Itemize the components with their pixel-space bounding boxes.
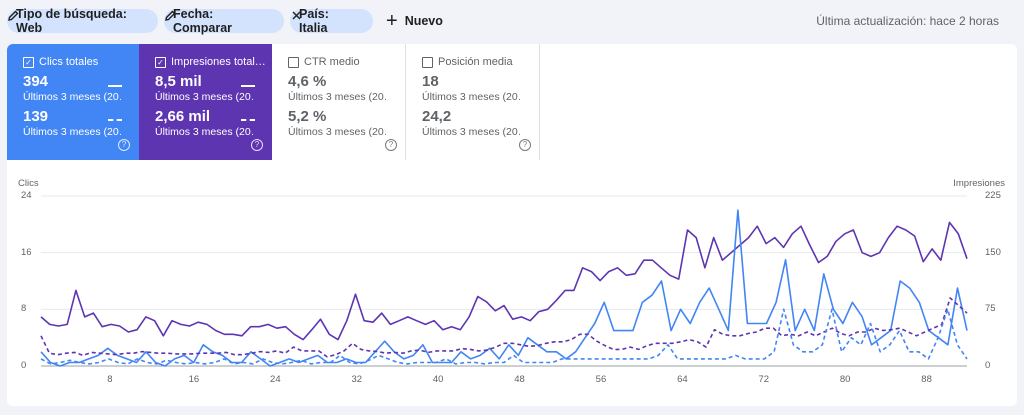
x-tick: 40 bbox=[432, 374, 444, 385]
metric-label: CTR medio bbox=[304, 56, 360, 68]
x-tick: 72 bbox=[758, 374, 770, 385]
metric-period-previous: Últimos 3 meses (20… bbox=[288, 126, 386, 138]
filter-chip-label: Fecha: Comparar bbox=[173, 7, 233, 35]
dashed-line-legend-icon bbox=[108, 119, 122, 121]
filter-chip-label: País: Italia bbox=[299, 7, 329, 35]
dashed-line-legend-icon bbox=[241, 119, 255, 121]
metric-value-previous: 139 bbox=[23, 108, 49, 125]
checkbox-icon[interactable]: ✓ bbox=[23, 56, 34, 68]
x-tick: 24 bbox=[270, 374, 281, 385]
y-tick-right: 150 bbox=[985, 246, 1001, 258]
y-axis-right-label: Impresiones bbox=[953, 178, 1005, 189]
metric-value-current: 8,5 mil bbox=[155, 73, 202, 90]
metric-value-previous: 2,66 mil bbox=[155, 108, 211, 125]
metric-period-current: Últimos 3 meses (20… bbox=[288, 91, 386, 103]
performance-chart[interactable] bbox=[7, 44, 1017, 406]
last-updated-text: Última actualización: hace 2 horas bbox=[816, 14, 999, 28]
help-icon[interactable]: ? bbox=[118, 139, 130, 151]
metric-period-previous: Últimos 3 meses (20… bbox=[422, 126, 520, 138]
new-filter-button[interactable]: + Nuevo bbox=[386, 9, 443, 33]
x-tick: 88 bbox=[921, 374, 932, 385]
solid-line-legend-icon bbox=[241, 85, 255, 87]
metric-card-ctr[interactable]: CTR medio 4,6 % Últimos 3 meses (20… 5,2… bbox=[272, 44, 406, 160]
series-line-1 bbox=[40, 209, 968, 367]
filter-chip-country[interactable]: País: Italia bbox=[290, 7, 373, 35]
help-icon[interactable]: ? bbox=[385, 139, 397, 151]
metric-period-current: Últimos 3 meses (20… bbox=[422, 91, 520, 103]
x-tick: 64 bbox=[677, 374, 688, 385]
filter-bar: Tipo de búsqueda: Web Fecha: Comparar Pa… bbox=[0, 0, 1024, 42]
series-line-2 bbox=[40, 297, 968, 358]
metric-label: Impresiones total… bbox=[171, 56, 266, 68]
pencil-icon[interactable] bbox=[165, 10, 276, 28]
x-tick: 16 bbox=[188, 374, 200, 385]
metric-value-current: 4,6 % bbox=[288, 73, 327, 90]
filter-chip-date[interactable]: Fecha: Comparar bbox=[164, 7, 284, 35]
y-tick-right: 0 bbox=[985, 360, 991, 371]
y-tick-left: 0 bbox=[21, 360, 27, 371]
series-line-0 bbox=[40, 221, 968, 341]
metric-period-current: Últimos 3 meses (20… bbox=[23, 91, 121, 103]
x-tick: 8 bbox=[107, 374, 113, 385]
x-tick: 80 bbox=[839, 374, 851, 385]
metric-card-impressions[interactable]: ✓ Impresiones total… 8,5 mil Últimos 3 me… bbox=[139, 44, 272, 160]
new-filter-label: Nuevo bbox=[404, 14, 443, 28]
y-tick-right: 225 bbox=[985, 190, 1001, 201]
checkbox-icon[interactable] bbox=[288, 56, 299, 68]
metric-value-previous: 5,2 % bbox=[288, 108, 327, 125]
checkbox-icon[interactable]: ✓ bbox=[155, 56, 166, 68]
metric-label: Posición media bbox=[438, 56, 513, 68]
y-tick-left: 16 bbox=[21, 246, 32, 258]
checkbox-icon[interactable] bbox=[422, 56, 433, 68]
filter-chip-search-type[interactable]: Tipo de búsqueda: Web bbox=[7, 7, 158, 35]
help-icon[interactable]: ? bbox=[519, 139, 531, 151]
performance-panel: ✓ Clics totales 394 Últimos 3 meses (20… … bbox=[7, 44, 1017, 406]
x-tick: 48 bbox=[514, 374, 525, 385]
x-tick: 56 bbox=[595, 374, 607, 385]
metric-period-current: Últimos 3 meses (20… bbox=[155, 91, 253, 103]
metric-value-current: 394 bbox=[23, 73, 49, 90]
y-tick-left: 24 bbox=[21, 190, 32, 201]
metric-value-current: 18 bbox=[422, 73, 439, 90]
help-icon[interactable]: ? bbox=[251, 139, 263, 151]
solid-line-legend-icon bbox=[108, 85, 122, 87]
metric-card-clicks[interactable]: ✓ Clics totales 394 Últimos 3 meses (20… … bbox=[7, 44, 139, 160]
y-axis-left-label: Clics bbox=[18, 178, 39, 189]
metric-period-previous: Últimos 3 meses (20… bbox=[155, 126, 253, 138]
metric-label: Clics totales bbox=[39, 56, 99, 68]
filter-chip-label: Tipo de búsqueda: Web bbox=[16, 7, 127, 35]
close-icon[interactable] bbox=[292, 11, 365, 28]
metric-value-previous: 24,2 bbox=[422, 108, 452, 125]
pencil-icon[interactable] bbox=[8, 10, 150, 28]
series-line-3 bbox=[40, 308, 968, 365]
metric-period-previous: Últimos 3 meses (20… bbox=[23, 126, 121, 138]
metric-card-position[interactable]: Posición media 18 Últimos 3 meses (20… 2… bbox=[406, 44, 540, 160]
x-tick: 32 bbox=[351, 374, 363, 385]
y-tick-left: 8 bbox=[21, 303, 27, 315]
y-tick-right: 75 bbox=[985, 303, 996, 315]
plus-icon: + bbox=[386, 10, 398, 32]
